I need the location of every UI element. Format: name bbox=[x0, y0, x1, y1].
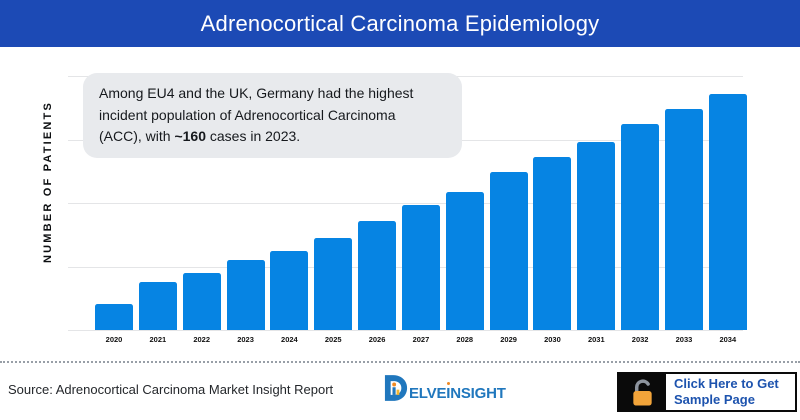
annotation-line2: incident population of Adrenocortical Ca… bbox=[99, 106, 396, 123]
delveinsight-logo: ELVEINSIGHT bbox=[384, 374, 506, 402]
bar-2024 bbox=[270, 251, 309, 330]
x-tick-label-2024: 2024 bbox=[281, 335, 298, 344]
bar-2029 bbox=[489, 172, 528, 330]
annotation-line1: Among EU4 and the UK, Germany had the hi… bbox=[99, 85, 414, 101]
x-tick-label-2021: 2021 bbox=[149, 335, 167, 344]
gridline bbox=[68, 203, 743, 204]
bar-col-2033: 2033 bbox=[664, 76, 703, 344]
logo-text: ELVEINSIGHT bbox=[409, 381, 506, 402]
bar-2028 bbox=[445, 192, 484, 330]
x-tick-label-2034: 2034 bbox=[719, 335, 737, 344]
x-tick-label-2023: 2023 bbox=[237, 335, 254, 344]
x-tick-label-2031: 2031 bbox=[587, 335, 605, 344]
bar-2023 bbox=[226, 259, 265, 330]
x-tick-label-2027: 2027 bbox=[412, 335, 430, 344]
bar-col-2029: 2029 bbox=[489, 76, 528, 344]
x-tick-label-2028: 2028 bbox=[456, 335, 474, 344]
logo-dotted-i: I bbox=[446, 381, 451, 402]
bar-col-2023: 2023 bbox=[226, 76, 265, 344]
bar-col-2024: 2024 bbox=[270, 76, 309, 344]
annotation-line3-after: cases in 2023. bbox=[206, 128, 301, 144]
x-tick-label-2033: 2033 bbox=[675, 335, 693, 344]
bar-2033 bbox=[664, 108, 703, 330]
x-tick-label-2020: 2020 bbox=[105, 335, 123, 344]
bar-col-2022: 2022 bbox=[182, 76, 221, 344]
annotation-box: Among EU4 and the UK, Germany had the hi… bbox=[83, 73, 462, 158]
bar-2027 bbox=[401, 205, 440, 330]
sample-page-button[interactable]: Click Here to Get Sample Page bbox=[617, 372, 797, 412]
bar-2020 bbox=[95, 303, 133, 330]
bar-col-2030: 2030 bbox=[533, 76, 572, 344]
cta-label: Click Here to Get Sample Page bbox=[674, 376, 779, 407]
annotation-line3: (ACC), with ~160 cases in 2023. bbox=[99, 128, 300, 144]
bar-2021 bbox=[138, 281, 177, 330]
logo-text-part1: ELVE bbox=[409, 385, 447, 402]
annotation-highlight: ~160 bbox=[174, 128, 206, 144]
source-text: Source: Adrenocortical Carcinoma Market … bbox=[8, 382, 334, 397]
bar-col-2032: 2032 bbox=[621, 76, 660, 344]
header-bar: Adrenocortical Carcinoma Epidemiology bbox=[0, 0, 800, 47]
bar-col-2021: 2021 bbox=[138, 76, 177, 344]
bar-2032 bbox=[621, 124, 660, 330]
bar-2025 bbox=[314, 238, 353, 330]
bar-2022 bbox=[182, 273, 221, 330]
bars-row: 2020 2021 2022 2023 2024 2025 2026 2027 2028 2029… bbox=[95, 76, 747, 344]
x-tick-label-2025: 2025 bbox=[324, 335, 342, 344]
bar-2026 bbox=[358, 220, 397, 330]
bar-2031 bbox=[577, 141, 616, 330]
x-tick-label-2022: 2022 bbox=[193, 335, 211, 344]
open-lock-icon bbox=[633, 378, 652, 406]
bar-col-2025: 2025 bbox=[314, 76, 353, 344]
logo-d-icon bbox=[384, 375, 408, 401]
bar-col-2026: 2026 bbox=[358, 76, 397, 344]
footer-divider bbox=[0, 361, 800, 363]
plot-area: 2020 2021 2022 2023 2024 2025 2026 2027 2028 2029… bbox=[68, 76, 747, 344]
bar-2030 bbox=[533, 157, 572, 330]
lock-box bbox=[619, 374, 666, 410]
bar-col-2034: 2034 bbox=[708, 76, 747, 344]
bar-col-2020: 2020 bbox=[95, 76, 133, 344]
x-tick-label-2026: 2026 bbox=[368, 335, 386, 344]
annotation-line3-before: (ACC), with bbox=[99, 128, 175, 144]
bar-col-2027: 2027 bbox=[401, 76, 440, 344]
y-axis-label: NUMBER OF PATIENTS bbox=[42, 100, 54, 264]
x-tick-label-2030: 2030 bbox=[544, 335, 561, 344]
bar-col-2031: 2031 bbox=[577, 76, 616, 344]
bar-2034 bbox=[708, 93, 747, 330]
logo-text-part2: NSIGHT bbox=[450, 385, 506, 402]
gridline bbox=[68, 330, 743, 331]
x-tick-label-2032: 2032 bbox=[631, 335, 649, 344]
x-tick-label-2029: 2029 bbox=[500, 335, 517, 344]
page-title: Adrenocortical Carcinoma Epidemiology bbox=[200, 10, 600, 36]
bar-col-2028: 2028 bbox=[445, 76, 484, 344]
